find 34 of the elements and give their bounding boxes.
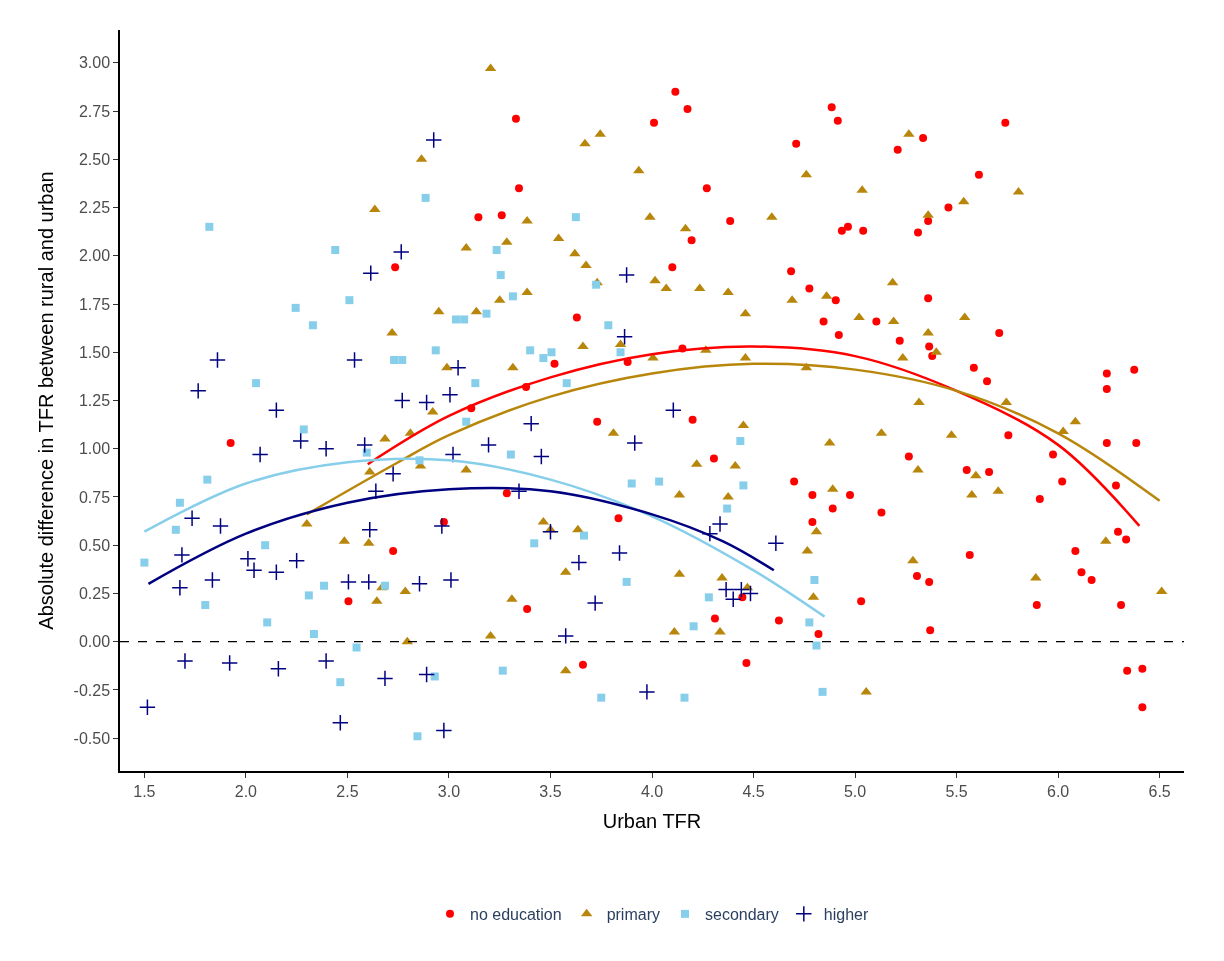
- x-tick-label: 3.0: [437, 782, 461, 800]
- y-tick-label: 0.25: [78, 585, 111, 603]
- y-tick-label: -0.50: [73, 729, 111, 747]
- x-axis-title: Urban TFR: [602, 809, 702, 832]
- y-tick-label: 1.00: [78, 440, 111, 458]
- y-tick-label: 3.00: [78, 54, 111, 72]
- legend-label: higher: [823, 906, 869, 924]
- x-tick-label: 2.5: [336, 782, 359, 800]
- y-tick-label: 0.75: [78, 488, 111, 506]
- x-tick-label: 6.5: [1148, 782, 1171, 800]
- x-tick-label: 1.5: [133, 782, 156, 800]
- line-series: [366, 345, 1141, 528]
- line-series: [305, 362, 1161, 516]
- legend-label: no education: [470, 906, 562, 924]
- legend-label: secondary: [704, 906, 779, 924]
- y-axis-title: Absolute difference in TFR between rural and urban: [34, 171, 57, 630]
- y-tick-label: -0.25: [73, 681, 111, 699]
- x-tick-label: 5.0: [843, 782, 867, 800]
- x-tick-label: 6.0: [1046, 782, 1070, 800]
- x-tick-label: 4.0: [640, 782, 664, 800]
- y-tick-label: 0.50: [78, 536, 111, 554]
- y-tick-label: 1.25: [78, 392, 111, 410]
- y-tick-label: 2.50: [78, 150, 111, 168]
- y-tick-label: 1.75: [78, 295, 111, 313]
- y-tick-label: 1.50: [78, 343, 111, 361]
- x-tick-label: 4.5: [742, 782, 765, 800]
- y-tick-label: 2.00: [78, 247, 111, 265]
- y-tick-label: 2.75: [78, 102, 111, 120]
- y-tick-label: 2.25: [78, 199, 111, 217]
- legend-label: primary: [606, 906, 660, 924]
- x-tick-label: 3.5: [539, 782, 562, 800]
- x-tick-label: 2.0: [234, 782, 258, 800]
- x-tick-label: 5.5: [945, 782, 968, 800]
- y-tick-label: 0.00: [78, 633, 111, 651]
